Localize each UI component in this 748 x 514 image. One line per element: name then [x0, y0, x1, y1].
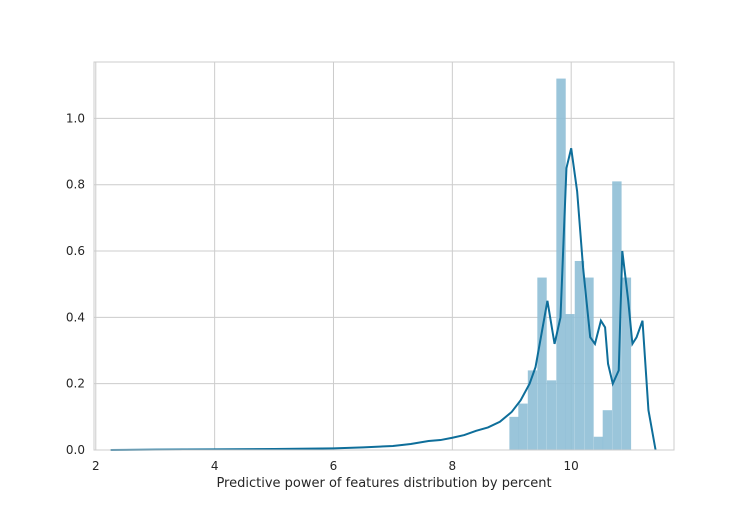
histogram-bar [518, 403, 528, 450]
histogram-bar [574, 260, 585, 450]
x-tick-label: 4 [211, 459, 219, 473]
x-tick-label: 6 [330, 459, 338, 473]
y-tick-label: 1.0 [66, 111, 85, 125]
histogram-bars [509, 78, 632, 450]
histogram-bar [621, 277, 632, 450]
y-tick-label: 0.2 [66, 377, 85, 391]
histogram-bar [527, 370, 538, 450]
y-tick-labels: 0.0 0.2 0.4 0.6 0.8 1.0 [66, 111, 85, 457]
x-tick-label: 2 [92, 459, 100, 473]
histogram-bar [612, 181, 622, 450]
histogram-bar [546, 380, 557, 450]
x-axis-label: Predictive power of features distributio… [216, 476, 551, 491]
histogram-bar [602, 410, 613, 450]
x-tick-labels: 2 4 6 8 10 [92, 459, 579, 473]
x-tick-label: 8 [449, 459, 457, 473]
y-tick-label: 0.8 [66, 178, 85, 192]
histogram-bar [509, 416, 519, 450]
y-tick-label: 0.6 [66, 244, 85, 258]
x-tick-label: 10 [564, 459, 579, 473]
histogram-bar [584, 277, 594, 450]
grid-lines [94, 62, 674, 451]
kde-density-line [110, 147, 657, 451]
histogram-bar [593, 436, 604, 450]
histogram-bar [565, 314, 575, 450]
histogram-bar [537, 277, 547, 450]
y-tick-label: 0.0 [66, 443, 85, 457]
plot-frame [93, 61, 675, 451]
histogram-bar [556, 78, 566, 450]
y-tick-label: 0.4 [66, 310, 85, 324]
